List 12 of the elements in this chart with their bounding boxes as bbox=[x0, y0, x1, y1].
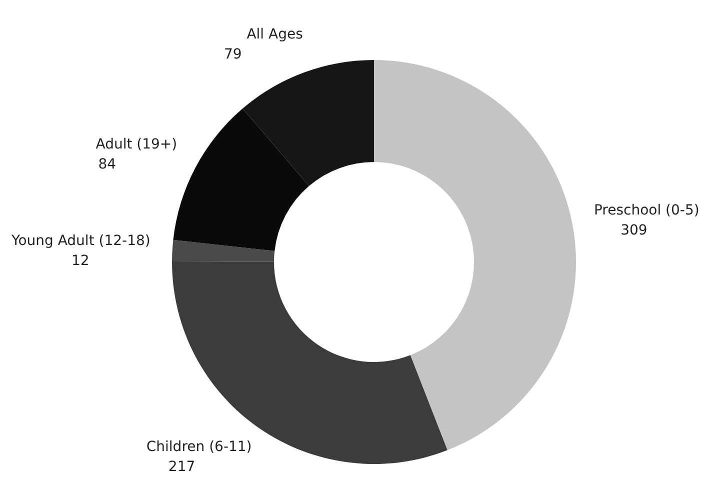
data-label: 309 bbox=[620, 222, 648, 239]
donut-slice bbox=[172, 240, 275, 262]
donut-slice bbox=[374, 60, 576, 450]
slice-label: Preschool (0-5) bbox=[594, 202, 700, 219]
data-label: 79 bbox=[224, 46, 242, 63]
slice-label: Young Adult (12-18) bbox=[10, 232, 150, 249]
slice-label: All Ages bbox=[246, 26, 303, 43]
slice-label: Children (6-11) bbox=[146, 439, 252, 456]
data-label: 12 bbox=[71, 252, 90, 269]
data-label: 217 bbox=[168, 459, 196, 476]
data-label: 84 bbox=[98, 156, 116, 173]
slice-label: Adult (19+) bbox=[96, 136, 178, 153]
